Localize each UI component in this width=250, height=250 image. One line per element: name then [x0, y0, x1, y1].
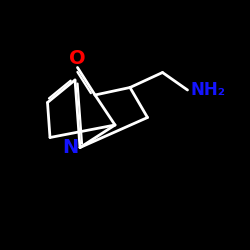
Text: O: O	[69, 49, 86, 68]
Text: NH₂: NH₂	[190, 81, 225, 99]
Text: N: N	[62, 138, 78, 157]
